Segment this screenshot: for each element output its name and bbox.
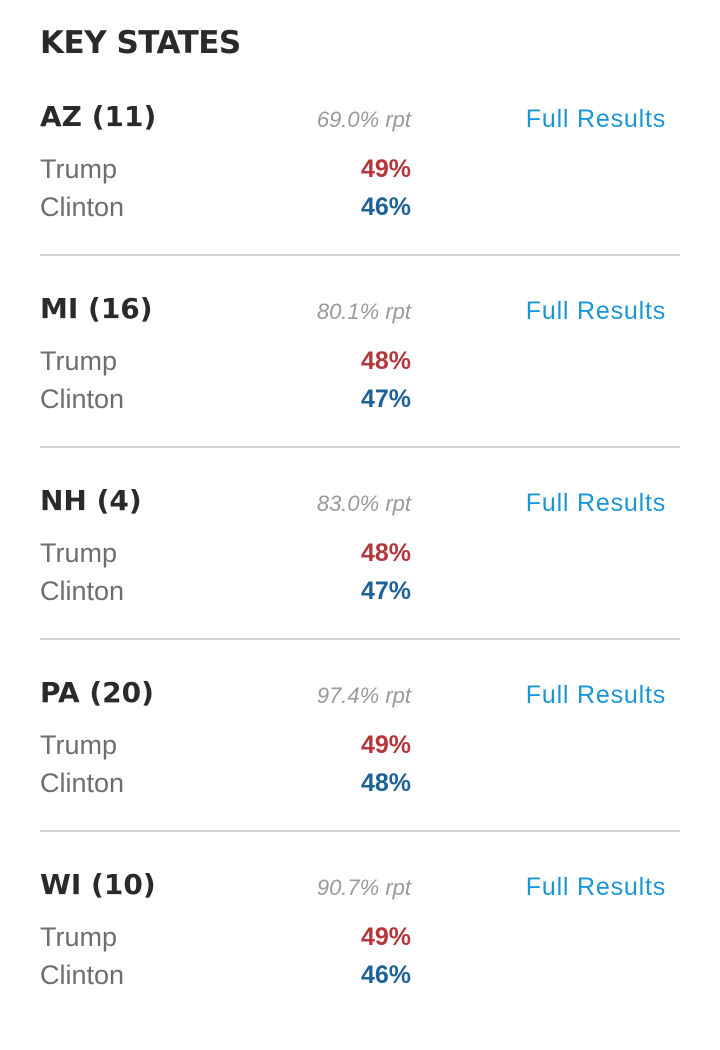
reporting-percent: 97.4% rpt: [316, 683, 411, 708]
candidate-name: Trump: [40, 154, 118, 184]
candidate-row-trump: Trump 49%: [40, 150, 411, 188]
candidate-name: Trump: [40, 730, 118, 760]
candidate-name: Clinton: [40, 768, 125, 798]
full-results-link[interactable]: Full Results: [525, 297, 666, 325]
divider: [40, 830, 680, 832]
candidate-name: Trump: [40, 346, 118, 376]
state-name: AZ (11): [40, 100, 157, 133]
state-block-wi: WI (10) 90.7% rpt Full Results Trump 49%…: [40, 858, 680, 1050]
candidate-row-clinton: Clinton 46%: [40, 188, 411, 226]
state-block-az: AZ (11) 69.0% rpt Full Results Trump 49%…: [40, 90, 680, 282]
divider: [40, 446, 680, 448]
candidate-name: Trump: [40, 538, 118, 568]
candidate-name: Clinton: [40, 960, 125, 990]
full-results-link[interactable]: Full Results: [525, 681, 666, 709]
state-name: WI (10): [40, 868, 156, 901]
candidate-percent: 48%: [360, 769, 411, 797]
state-block-pa: PA (20) 97.4% rpt Full Results Trump 49%…: [40, 666, 680, 858]
candidate-row-trump: Trump 48%: [40, 534, 411, 572]
candidate-row-clinton: Clinton 48%: [40, 764, 411, 802]
reporting-percent: 83.0% rpt: [316, 491, 411, 516]
state-block-nh: NH (4) 83.0% rpt Full Results Trump 48% …: [40, 474, 680, 666]
candidate-row-clinton: Clinton 47%: [40, 572, 411, 610]
candidate-percent: 46%: [360, 193, 411, 221]
candidate-percent: 49%: [360, 731, 411, 759]
candidate-name: Clinton: [40, 192, 125, 222]
full-results-link[interactable]: Full Results: [525, 105, 666, 133]
reporting-percent: 69.0% rpt: [316, 107, 411, 132]
candidate-percent: 46%: [360, 961, 411, 989]
divider: [40, 638, 680, 640]
reporting-percent: 90.7% rpt: [316, 875, 411, 900]
reporting-percent: 80.1% rpt: [316, 299, 411, 324]
candidate-row-trump: Trump 48%: [40, 342, 411, 380]
candidate-name: Clinton: [40, 384, 125, 414]
candidate-percent: 49%: [360, 923, 411, 951]
state-block-mi: MI (16) 80.1% rpt Full Results Trump 48%…: [40, 282, 680, 474]
state-name: MI (16): [40, 292, 153, 325]
key-states-list: AZ (11) 69.0% rpt Full Results Trump 49%…: [40, 90, 680, 1050]
candidate-percent: 48%: [360, 539, 411, 567]
section-heading: KEY STATES: [40, 25, 241, 61]
candidate-row-clinton: Clinton 47%: [40, 380, 411, 418]
full-results-link[interactable]: Full Results: [525, 873, 666, 901]
full-results-link[interactable]: Full Results: [525, 489, 666, 517]
candidate-row-trump: Trump 49%: [40, 726, 411, 764]
candidate-percent: 48%: [360, 347, 411, 375]
state-name: PA (20): [40, 676, 154, 709]
divider: [40, 254, 680, 256]
candidate-percent: 47%: [360, 385, 411, 413]
candidate-name: Trump: [40, 922, 118, 952]
candidate-row-trump: Trump 49%: [40, 918, 411, 956]
candidate-row-clinton: Clinton 46%: [40, 956, 411, 994]
candidate-percent: 49%: [360, 155, 411, 183]
state-name: NH (4): [40, 484, 142, 517]
candidate-percent: 47%: [360, 577, 411, 605]
candidate-name: Clinton: [40, 576, 125, 606]
